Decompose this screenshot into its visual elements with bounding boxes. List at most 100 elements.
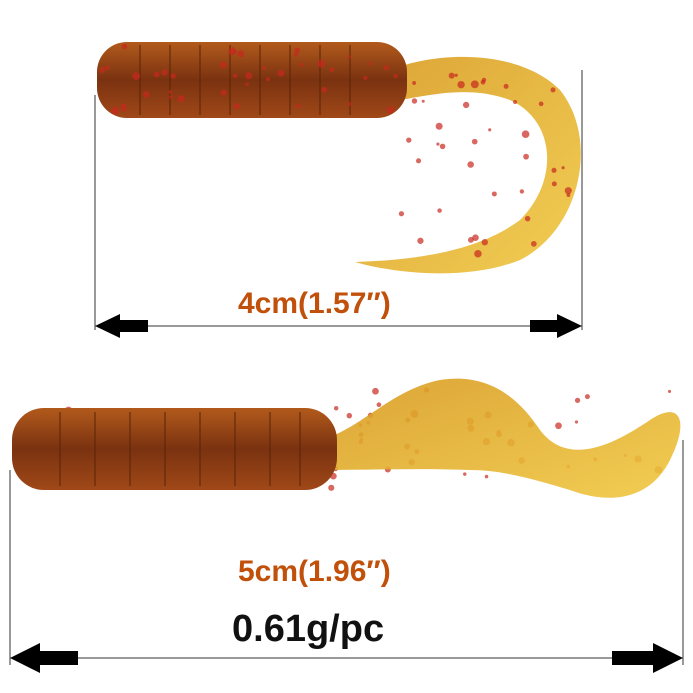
glitter-flake (521, 130, 530, 139)
glitter-flake (262, 66, 266, 71)
glitter-flake (376, 402, 382, 408)
glitter-flake (551, 167, 557, 173)
glitter-flake (346, 412, 353, 419)
glitter-flake (467, 161, 474, 168)
glitter-flake (484, 474, 489, 479)
glitter-flake (561, 166, 565, 170)
glitter-flake (233, 73, 238, 78)
glitter-flake (317, 59, 326, 68)
glitter-flake (470, 80, 479, 89)
glitter-flake (523, 153, 529, 160)
glitter-flake (411, 98, 418, 104)
glitter-flake (481, 239, 488, 246)
glitter-flake (463, 472, 467, 476)
bottom-length-label: 5cm(1.96″) (238, 555, 391, 588)
glitter-flake (503, 83, 509, 89)
weight-label: 0.61g/pc (232, 608, 385, 650)
glitter-flake (519, 189, 525, 194)
glitter-flake (667, 389, 672, 393)
glitter-flake (168, 90, 173, 94)
glitter-flake (467, 236, 474, 243)
glitter-flake (480, 79, 486, 85)
arrow-left-icon (10, 643, 78, 673)
glitter-flake (436, 142, 440, 146)
glitter-flake (457, 80, 465, 89)
glitter-flake (393, 74, 398, 79)
glitter-flake (416, 158, 422, 164)
arrow-right-icon (612, 643, 683, 673)
glitter-flake (406, 137, 412, 143)
arrow-left-icon (95, 314, 148, 338)
glitter-flake (296, 103, 301, 108)
glitter-flake (363, 75, 368, 81)
glitter-flake (574, 420, 579, 424)
glitter-flake (169, 95, 173, 99)
glitter-flake (120, 103, 127, 110)
glitter-flake (266, 77, 271, 82)
arrow-right-icon (530, 314, 582, 338)
bottom-measure-line (9, 440, 684, 665)
glitter-flake (566, 193, 571, 198)
glitter-flake (161, 69, 168, 76)
glitter-flake (386, 106, 395, 114)
glitter-flake (121, 43, 128, 50)
glitter-flake (488, 128, 492, 132)
glitter-flake (412, 81, 417, 85)
glitter-flake (524, 215, 531, 222)
glitter-flake (448, 72, 455, 79)
glitter-flake (299, 62, 304, 67)
glitter-flake (104, 65, 110, 71)
glitter-flake (237, 50, 245, 58)
glitter-flake (372, 387, 379, 395)
glitter-flake (143, 91, 150, 98)
glitter-flake (293, 52, 298, 57)
glitter-flake (551, 181, 557, 187)
glitter-flake (228, 47, 237, 56)
glitter-flake (421, 99, 425, 103)
glitter-flake (564, 187, 572, 195)
glitter-flake (491, 191, 497, 197)
glitter-flake (321, 86, 328, 93)
glitter-flake (220, 89, 227, 96)
glitter-flake (367, 61, 371, 66)
glitter-flake (170, 73, 176, 79)
bottom-lure (12, 378, 681, 498)
glitter-flake (219, 61, 227, 69)
glitter-flake (472, 234, 479, 241)
glitter-flake (584, 394, 590, 400)
top-length-label: 4cm(1.57″) (238, 287, 391, 320)
glitter-flake (435, 122, 443, 130)
glitter-flake (471, 138, 478, 145)
glitter-flake (245, 82, 249, 87)
glitter-flake (538, 101, 544, 107)
glitter-flake (462, 101, 470, 109)
glitter-flake (333, 406, 339, 411)
glitter-flake (329, 67, 335, 72)
glitter-flake (454, 73, 458, 77)
glitter-flake (111, 106, 119, 115)
glitter-flake (437, 208, 442, 213)
glitter-flake (574, 397, 581, 403)
glitter-flake (294, 47, 300, 54)
glitter-flake (245, 72, 253, 80)
glitter-flake (347, 102, 352, 106)
glitter-flake (233, 103, 240, 110)
glitter-flake (383, 65, 390, 71)
glitter-flake (398, 211, 405, 217)
glitter-flake (513, 100, 518, 105)
glitter-flake (121, 107, 126, 112)
glitter-flake (530, 240, 537, 247)
glitter-flake (550, 87, 556, 93)
glitter-flake (347, 55, 351, 59)
glitter-flake (328, 484, 335, 491)
glitter-flake (99, 67, 106, 74)
glitter-flake (439, 143, 446, 150)
glitter-flake (417, 237, 424, 244)
glitter-flake (474, 250, 482, 258)
top-lure (97, 42, 581, 274)
top-measure-line (94, 70, 583, 330)
glitter-flake (277, 69, 285, 77)
glitter-flake (177, 95, 185, 103)
